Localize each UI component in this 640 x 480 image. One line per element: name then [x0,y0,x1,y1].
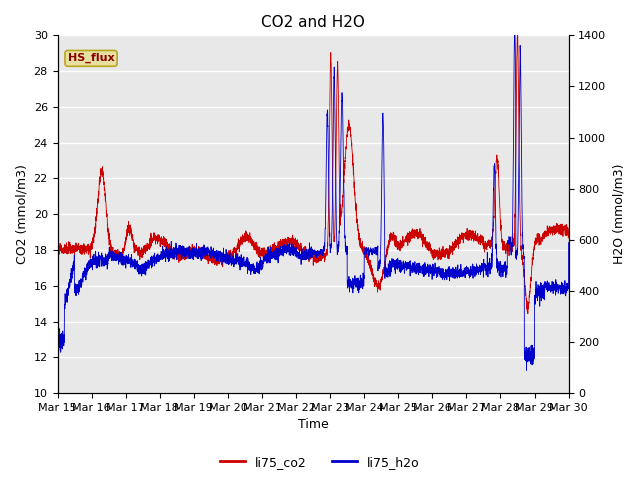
X-axis label: Time: Time [298,419,328,432]
Y-axis label: CO2 (mmol/m3): CO2 (mmol/m3) [15,164,28,264]
Text: HS_flux: HS_flux [68,53,115,63]
Legend: li75_co2, li75_h2o: li75_co2, li75_h2o [215,451,425,474]
Y-axis label: H2O (mmol/m3): H2O (mmol/m3) [612,164,625,264]
Title: CO2 and H2O: CO2 and H2O [261,15,365,30]
